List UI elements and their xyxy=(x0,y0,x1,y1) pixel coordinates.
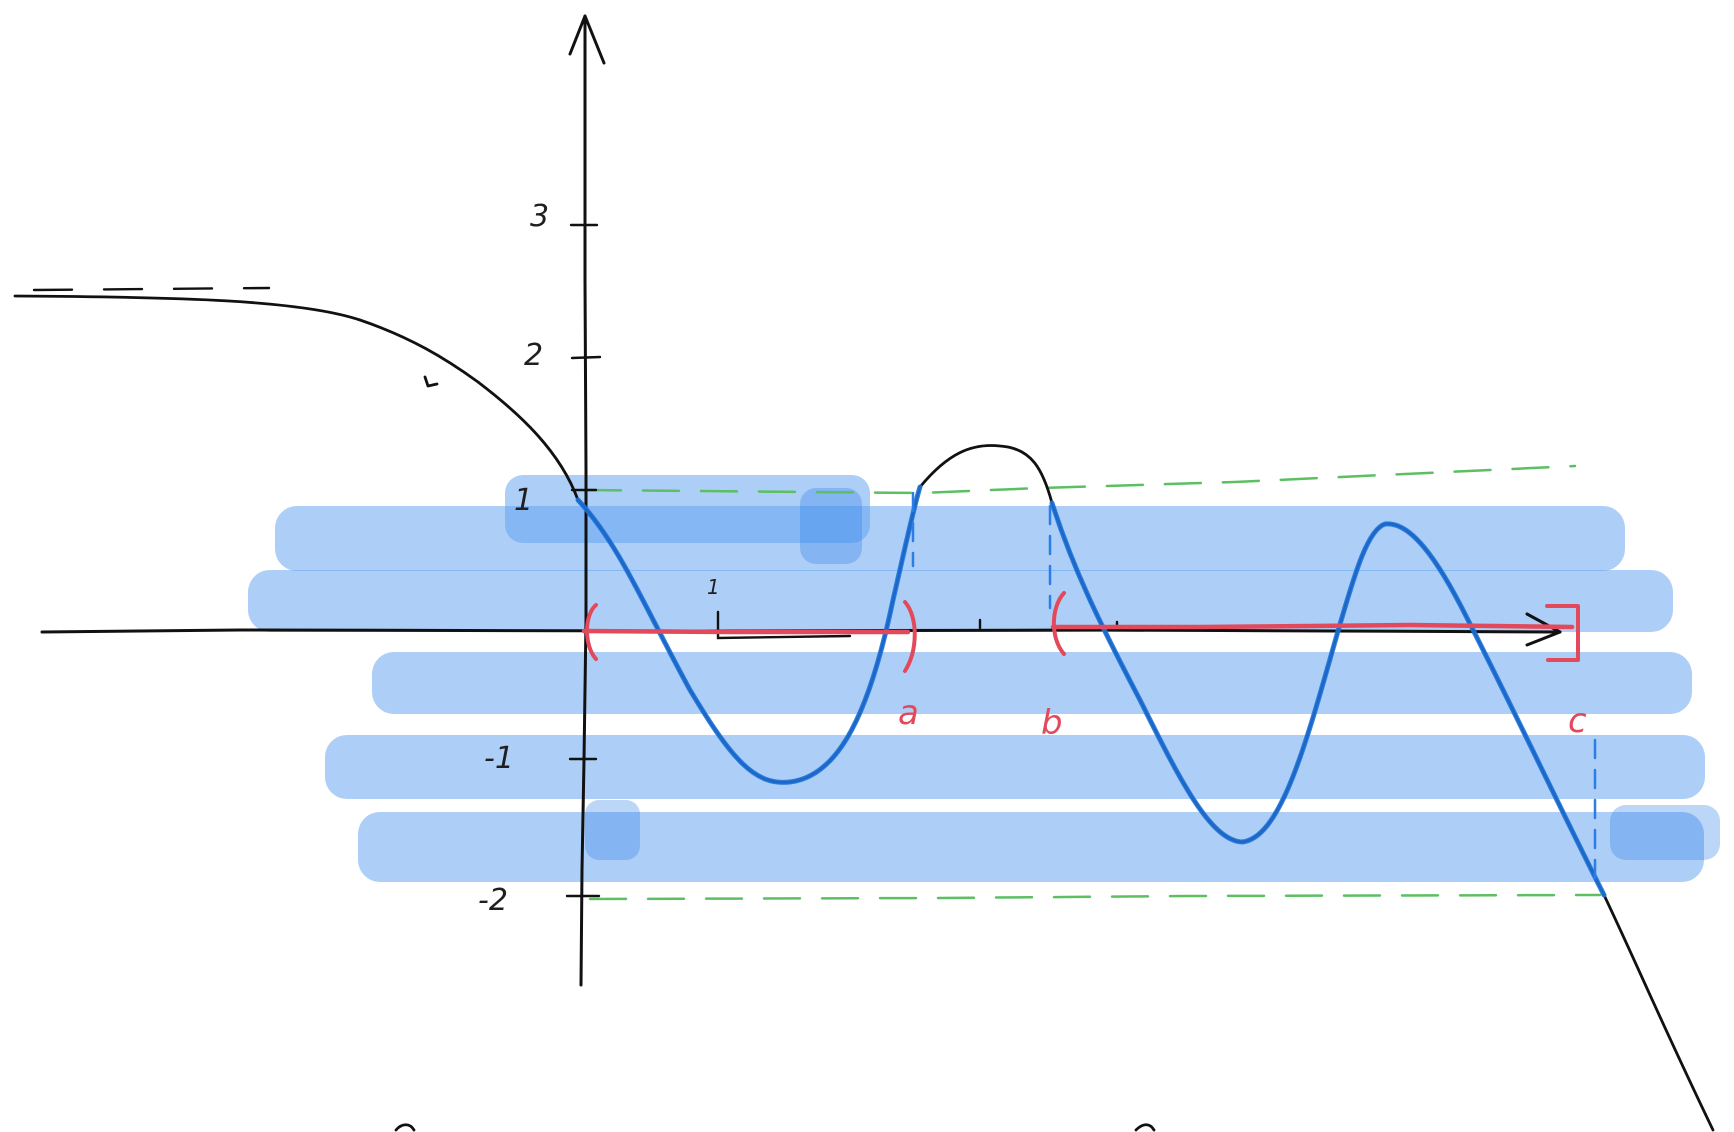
closed-bracket-at-c xyxy=(1545,604,1580,662)
blue-band-accent-3 xyxy=(585,800,640,860)
x-axis-arrowhead xyxy=(1525,612,1562,647)
open-bracket-at-b xyxy=(1051,591,1066,656)
range-bound-guides xyxy=(583,464,1602,901)
highlight-segment-2 xyxy=(1049,500,1607,898)
upper-bound-dashed-line xyxy=(583,464,1577,495)
x-tick-1-mark xyxy=(716,610,852,640)
interval-b-to-c xyxy=(1050,622,1575,630)
interval-label-b: b xyxy=(1041,703,1063,743)
y-tick-2-mark xyxy=(570,355,602,360)
open-bracket-at-zero xyxy=(585,603,598,661)
interval-label-a: a xyxy=(898,693,919,733)
red-interval-markings xyxy=(581,591,1580,673)
y-tick-label-neg1: -1 xyxy=(484,741,514,776)
lower-bound-dashed-line xyxy=(588,893,1602,901)
blue-band-accent-2 xyxy=(1610,805,1720,860)
highlighted-curve xyxy=(575,484,1607,898)
left-asymptote-dashed-line xyxy=(32,286,271,292)
interval-labels: a b c xyxy=(898,693,1587,743)
curve-direction-mark xyxy=(423,375,439,388)
y-tick-label-neg2: -2 xyxy=(478,883,508,918)
blue-band-2 xyxy=(275,506,1625,571)
interval-label-c: c xyxy=(1568,701,1587,741)
blue-range-shading xyxy=(248,475,1720,882)
y-tick-label-3: 3 xyxy=(530,199,549,234)
blue-band-5 xyxy=(325,735,1705,799)
y-axis-arrowhead xyxy=(568,14,606,65)
bottom-edge-mark-left xyxy=(394,1123,416,1132)
x-tick-label-1: 1 xyxy=(707,575,720,599)
axis-labels: 3 2 1 -1 -2 1 xyxy=(478,199,720,918)
bottom-edge-mark-right xyxy=(1134,1123,1156,1132)
y-tick-label-2: 2 xyxy=(524,338,543,373)
blue-band-6 xyxy=(358,812,1704,882)
blue-band-accent-1 xyxy=(800,488,862,564)
close-bracket-at-a xyxy=(903,600,917,673)
blue-band-3 xyxy=(248,570,1673,632)
y-tick-label-1: 1 xyxy=(514,483,533,518)
highlight-segment-1 xyxy=(575,484,923,785)
blue-band-4 xyxy=(372,652,1692,714)
interval-zero-to-a xyxy=(581,628,911,635)
